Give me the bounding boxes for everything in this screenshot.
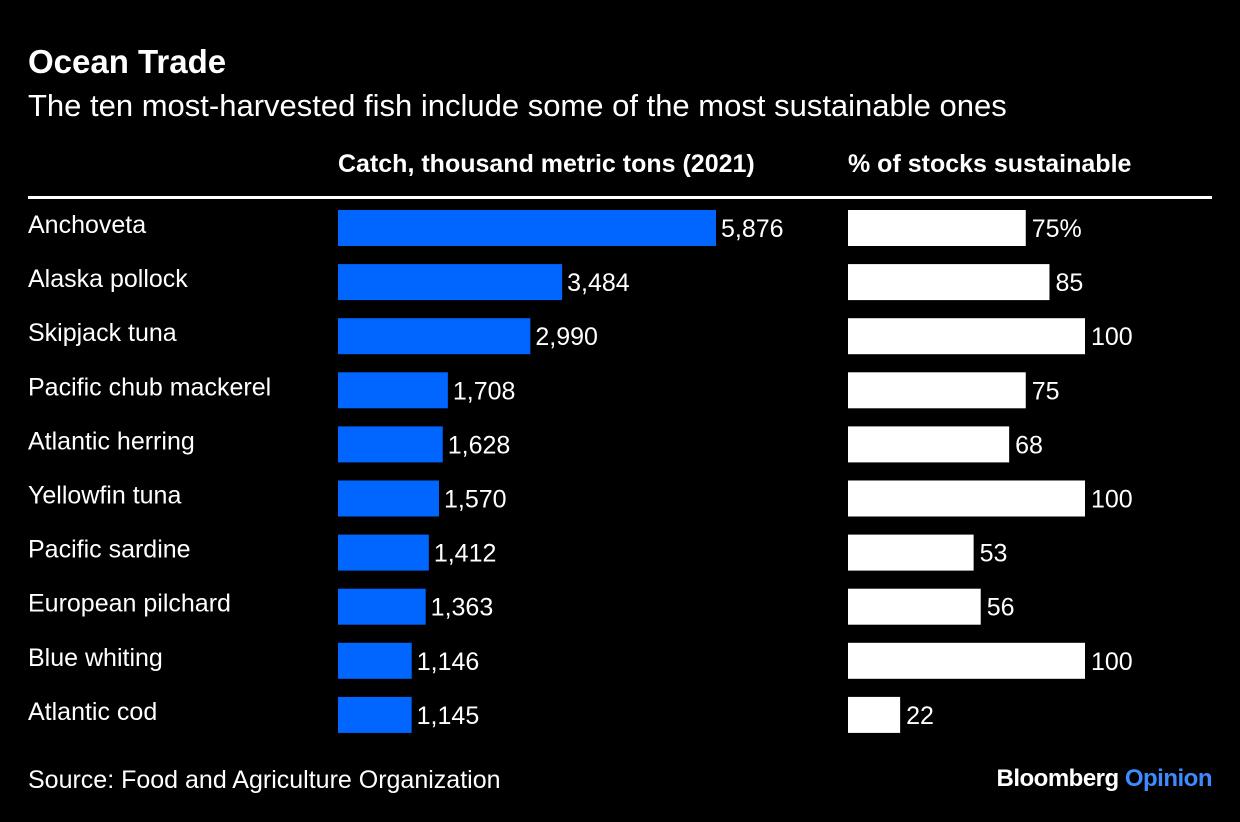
category-label: Pacific sardine	[28, 536, 191, 564]
sustainable-bar	[848, 642, 1085, 679]
sustainable-value-label: 85	[1055, 269, 1083, 297]
chart-title: Ocean Trade	[28, 43, 227, 80]
sustainable-bar	[848, 480, 1085, 517]
catch-value-label: 1,628	[448, 431, 511, 459]
catch-value-label: 1,570	[444, 486, 507, 514]
catch-value-label: 1,412	[434, 540, 497, 568]
sustainable-bar	[848, 426, 1010, 463]
catch-bar	[338, 642, 412, 679]
category-label: Alaska pollock	[28, 265, 188, 293]
catch-bar	[338, 264, 563, 301]
catch-value-label: 3,484	[567, 269, 630, 297]
source-note: Source: Food and Agriculture Organizatio…	[28, 766, 501, 794]
sustainable-bar	[848, 264, 1050, 301]
header-rule	[28, 196, 1212, 199]
category-label: Blue whiting	[28, 644, 163, 672]
category-label: Anchoveta	[28, 211, 146, 239]
sustainable-column-header: % of stocks sustainable	[848, 150, 1132, 178]
sustainable-bar	[848, 210, 1026, 246]
brand-section: Opinion	[1124, 765, 1213, 792]
sustainable-value-label: 56	[987, 594, 1015, 622]
catch-value-label: 1,146	[417, 648, 480, 676]
sustainable-bar	[848, 696, 901, 733]
catch-value-label: 1,708	[453, 377, 516, 405]
sustainable-value-label: 75%	[1032, 215, 1082, 243]
category-label: Yellowfin tuna	[28, 482, 181, 510]
sustainable-value-label: 100	[1091, 486, 1133, 514]
catch-bar	[338, 534, 429, 571]
sustainable-bar	[848, 318, 1085, 355]
sustainable-bar	[848, 534, 974, 571]
sustainable-value-label: 75	[1032, 377, 1060, 405]
sustainable-value-label: 100	[1091, 648, 1133, 676]
catch-value-label: 5,876	[721, 215, 784, 243]
catch-column-header: Catch, thousand metric tons (2021)	[338, 150, 755, 178]
catch-bar	[338, 372, 448, 409]
sustainable-bar	[848, 372, 1026, 409]
category-label: Skipjack tuna	[28, 319, 177, 347]
sustainable-value-label: 68	[1015, 431, 1043, 459]
catch-value-label: 1,363	[431, 594, 494, 622]
sustainable-value-label: 22	[906, 702, 934, 730]
catch-bar	[338, 318, 531, 355]
sustainable-value-label: 53	[980, 540, 1008, 568]
sustainable-value-label: 100	[1091, 323, 1133, 351]
category-label: Atlantic herring	[28, 427, 195, 455]
sustainable-bar	[848, 588, 981, 625]
catch-value-label: 1,145	[417, 702, 480, 730]
category-label: Pacific chub mackerel	[28, 373, 271, 401]
category-label: European pilchard	[28, 590, 231, 618]
category-label: Atlantic cod	[28, 698, 157, 726]
catch-value-label: 2,990	[535, 323, 598, 351]
catch-bar	[338, 696, 412, 733]
catch-bar	[338, 588, 426, 625]
catch-bar	[338, 210, 716, 246]
catch-bar	[338, 480, 439, 517]
catch-bar	[338, 426, 443, 463]
brand-name: Bloomberg	[996, 765, 1120, 792]
chart-subtitle: The ten most-harvested fish include some…	[28, 88, 1007, 123]
brand-logo: Bloomberg Opinion	[997, 763, 1213, 795]
bar-chart: Anchoveta 5,876 75% Alaska pollock 3,484 85 Sk…	[28, 210, 1133, 733]
